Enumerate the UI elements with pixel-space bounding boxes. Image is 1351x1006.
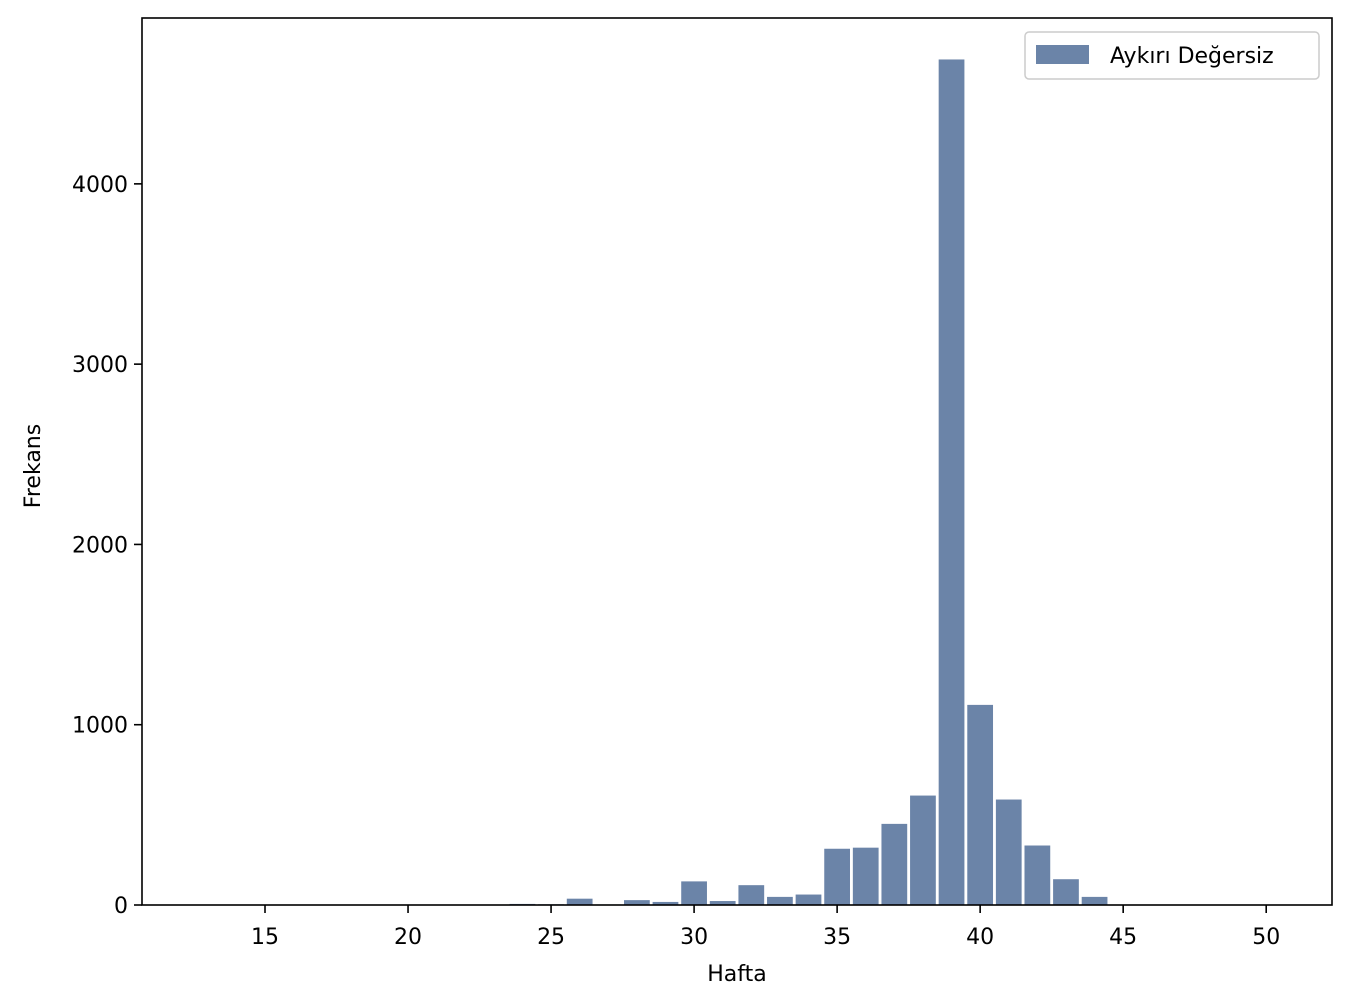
bar-week-34 bbox=[795, 894, 822, 905]
y-axis: 0 1000 2000 3000 4000 bbox=[72, 173, 142, 919]
x-axis: 15 20 25 30 35 40 45 50 bbox=[251, 905, 1280, 950]
bar-week-28 bbox=[624, 900, 650, 905]
y-tick-label: 3000 bbox=[72, 353, 128, 378]
bar-week-44 bbox=[1081, 896, 1108, 905]
x-tick-label: 30 bbox=[680, 925, 708, 950]
x-tick-label: 40 bbox=[966, 925, 994, 950]
bar-week-26 bbox=[566, 898, 593, 905]
bar-week-32 bbox=[738, 885, 765, 905]
x-tick-label: 35 bbox=[823, 925, 851, 950]
y-tick-label: 1000 bbox=[72, 714, 128, 739]
bar-week-42 bbox=[1024, 845, 1051, 905]
bar-week-30 bbox=[681, 881, 707, 905]
legend-swatch bbox=[1036, 45, 1089, 64]
x-tick-label: 50 bbox=[1252, 925, 1280, 950]
bar-week-37 bbox=[881, 823, 908, 905]
legend-label: Aykırı Değersiz bbox=[1110, 44, 1274, 69]
bar-week-41 bbox=[995, 799, 1022, 905]
bar-week-40 bbox=[967, 704, 994, 905]
plot-background bbox=[142, 18, 1332, 905]
y-tick-label: 4000 bbox=[72, 173, 128, 198]
bar-week-43 bbox=[1053, 879, 1079, 905]
x-axis-label: Hafta bbox=[707, 962, 767, 987]
bar-week-36 bbox=[852, 847, 879, 905]
legend-box bbox=[1024, 31, 1320, 80]
x-tick-label: 20 bbox=[394, 925, 422, 950]
x-tick-label: 25 bbox=[537, 925, 565, 950]
y-tick-label: 2000 bbox=[72, 533, 128, 558]
y-tick-label: 0 bbox=[114, 894, 128, 919]
bar-week-38 bbox=[910, 795, 936, 905]
bars-group bbox=[509, 59, 1108, 905]
bar-week-33 bbox=[767, 896, 793, 905]
plot-frame bbox=[141, 17, 1333, 906]
bar-week-29 bbox=[652, 901, 679, 905]
y-axis-label: Frekans bbox=[21, 424, 46, 508]
bar-week-39 bbox=[938, 59, 965, 905]
legend: Aykırı Değersiz bbox=[1024, 31, 1320, 80]
bar-week-31 bbox=[709, 901, 736, 905]
x-tick-label: 45 bbox=[1109, 925, 1137, 950]
bar-week-35 bbox=[824, 848, 850, 905]
x-tick-label: 15 bbox=[251, 925, 279, 950]
